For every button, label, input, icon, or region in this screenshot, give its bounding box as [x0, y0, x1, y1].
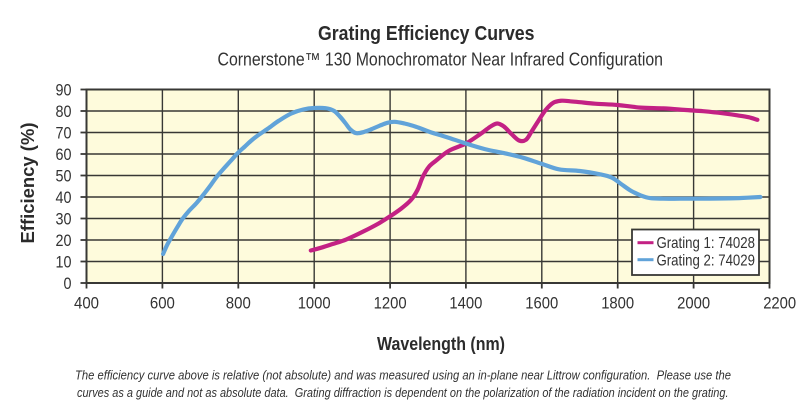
svg-text:600: 600 [150, 294, 175, 313]
svg-text:90: 90 [56, 81, 72, 100]
svg-text:2200: 2200 [763, 294, 796, 313]
svg-text:The efficiency curve above is: The efficiency curve above is relative (… [75, 368, 731, 383]
svg-text:10: 10 [56, 253, 72, 272]
svg-text:800: 800 [226, 294, 251, 313]
svg-text:Grating 1: 74028: Grating 1: 74028 [657, 235, 756, 252]
svg-text:Grating 2: 74029: Grating 2: 74029 [657, 253, 756, 270]
svg-text:70: 70 [56, 124, 72, 143]
svg-text:400: 400 [74, 294, 99, 313]
svg-text:curves as a guide and not as a: curves as a guide and not as absolute da… [77, 385, 729, 400]
svg-text:0: 0 [64, 274, 72, 293]
svg-text:Wavelength (nm): Wavelength (nm) [377, 334, 505, 354]
svg-text:30: 30 [56, 210, 72, 229]
svg-text:50: 50 [56, 167, 72, 186]
svg-text:Efficiency (%): Efficiency (%) [18, 122, 38, 243]
svg-text:20: 20 [56, 231, 72, 250]
svg-text:40: 40 [56, 188, 72, 207]
svg-text:1000: 1000 [298, 294, 331, 313]
svg-text:2000: 2000 [677, 294, 710, 313]
svg-text:60: 60 [56, 145, 72, 164]
svg-text:1200: 1200 [374, 294, 407, 313]
svg-text:Cornerstone™ 130 Monochromator: Cornerstone™ 130 Monochromator Near Infr… [218, 50, 664, 70]
svg-text:1800: 1800 [601, 294, 634, 313]
svg-text:1600: 1600 [525, 294, 558, 313]
svg-text:Grating Efficiency Curves: Grating Efficiency Curves [318, 23, 535, 45]
svg-text:1400: 1400 [449, 294, 482, 313]
svg-text:80: 80 [56, 102, 72, 121]
